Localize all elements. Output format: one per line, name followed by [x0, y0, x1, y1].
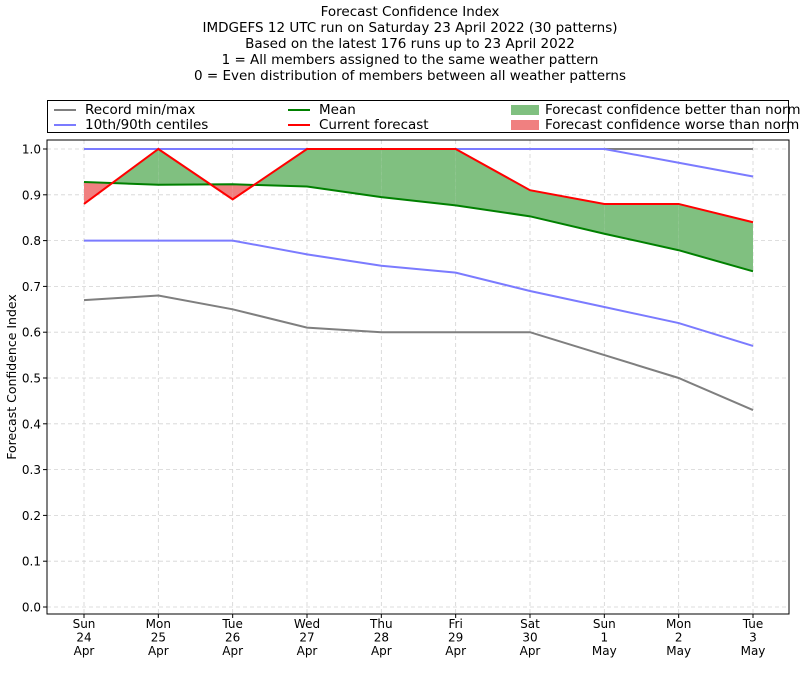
legend-label-current: Current forecast	[319, 117, 429, 133]
y-tick-label: 0.7	[22, 280, 41, 294]
x-tick-label: Sat 30 Apr	[520, 617, 541, 658]
y-tick-label: 0.0	[22, 601, 41, 615]
mean-line	[83, 180, 754, 273]
x-tick-label: Fri 29 Apr	[445, 617, 466, 658]
x-tick-label: Wed 27 Apr	[294, 617, 320, 658]
legend-swatch-mean	[288, 109, 310, 111]
x-tick-label: Mon 25 Apr	[146, 617, 171, 658]
confidence-better-area	[604, 203, 679, 251]
y-tick-label: 0.4	[22, 417, 41, 431]
y-tick-label: 0.3	[22, 463, 41, 477]
record-min-line	[83, 294, 754, 411]
legend-label-better: Forecast confidence better than normal	[545, 102, 800, 118]
legend-label-worse: Forecast confidence worse than normal	[545, 117, 800, 133]
chart-subtitle-run: IMDGEFS 12 UTC run on Saturday 23 April …	[202, 20, 618, 36]
confidence-better-area	[307, 149, 382, 198]
chart-subtitle-scale-top: 1 = All members assigned to the same wea…	[221, 52, 599, 68]
chart-subtitle-scale-bottom: 0 = Even distribution of members between…	[193, 68, 627, 84]
y-tick-label: 0.9	[22, 188, 41, 202]
current-forecast-line	[83, 147, 754, 224]
chart-title-block: Forecast Confidence Index IMDGEFS 12 UTC…	[0, 4, 800, 84]
legend-swatch-record	[54, 109, 76, 111]
chart-subtitle-basis: Based on the latest 176 runs up to 23 Ap…	[245, 36, 575, 52]
y-tick-label: 0.5	[22, 372, 41, 386]
y-axis-label: Forecast Confidence Index	[4, 294, 19, 460]
confidence-better-area	[455, 149, 530, 217]
legend-swatch-current	[288, 124, 310, 126]
x-tick-label: Sun 24 Apr	[73, 617, 96, 658]
x-tick-label: Sun 1 May	[592, 617, 617, 658]
y-tick-label: 0.1	[22, 555, 41, 569]
x-tick-label: Tue 3 May	[741, 617, 766, 658]
x-tick-label: Tue 26 Apr	[221, 617, 243, 658]
confidence-better-area	[381, 149, 456, 206]
legend-swatch-worse	[511, 120, 539, 130]
plot-frame	[46, 139, 790, 615]
legend-label-mean: Mean	[319, 102, 356, 118]
y-tick-label: 1.0	[22, 143, 41, 157]
y-tick-label: 0.8	[22, 234, 41, 248]
chart-title: Forecast Confidence Index	[320, 4, 500, 20]
legend-label-record: Record min/max	[85, 102, 196, 118]
y-tick-label: 0.6	[22, 326, 41, 340]
legend: Record min/max 10th/90th centiles Mean C…	[47, 100, 800, 133]
y-tick-label: 0.2	[22, 509, 41, 523]
legend-label-centiles: 10th/90th centiles	[85, 117, 209, 133]
legend-swatch-better	[511, 105, 539, 115]
legend-swatch-centiles	[54, 124, 76, 126]
x-tick-label: Thu 28 Apr	[369, 617, 393, 658]
x-tick-label: Mon 2 May	[666, 617, 691, 658]
centile-10-line	[84, 239, 754, 347]
